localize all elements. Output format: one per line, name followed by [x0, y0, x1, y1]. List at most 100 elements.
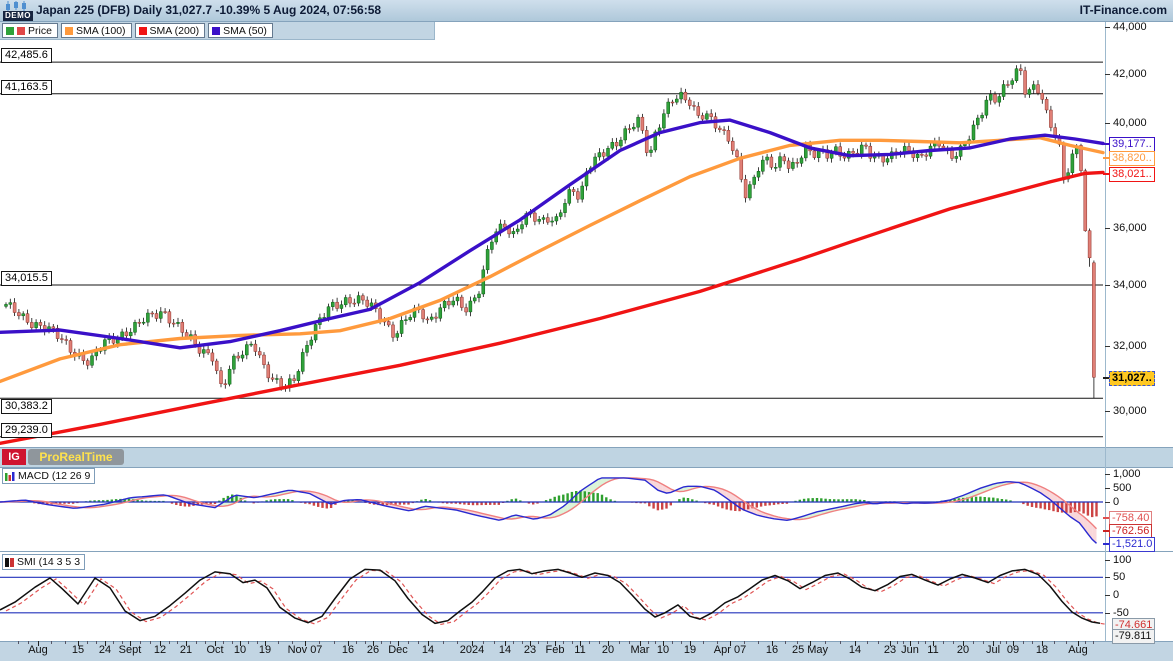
x-axis-minor-tick [973, 641, 974, 644]
level-label[interactable]: 29,239.0 [1, 423, 52, 438]
x-axis-minor-tick [758, 641, 759, 644]
x-axis-minor-tick [483, 641, 484, 644]
x-axis-minor-tick [334, 641, 335, 644]
macd-histogram-bar [1035, 502, 1037, 508]
macd-histogram-bar [1044, 502, 1046, 509]
x-axis-minor-tick [122, 641, 123, 644]
indicator-price-label: 38,021.. [1109, 167, 1155, 182]
x-axis-minor-tick [140, 641, 141, 644]
smi-signal-line [6, 570, 1105, 624]
x-axis-minor-tick [1006, 641, 1007, 644]
x-axis-minor-tick [292, 641, 293, 644]
x-axis-minor-tick [655, 641, 656, 644]
x-axis-label: 23 [524, 644, 536, 656]
x-axis-minor-tick [1032, 641, 1033, 644]
x-axis-minor-tick [18, 641, 19, 644]
x-axis-label: 23 [884, 644, 896, 656]
ig-logo[interactable]: IG [2, 449, 26, 465]
x-axis-minor-tick [953, 641, 954, 644]
x-axis-minor-tick [457, 641, 458, 644]
level-label[interactable]: 34,015.5 [1, 271, 52, 286]
macd-histogram-bar [1087, 502, 1089, 516]
x-axis-label: 25 May [792, 644, 828, 656]
macd-histogram-bar [756, 502, 758, 508]
x-axis-minor-tick [113, 641, 114, 644]
smi-axis-tickmark [1105, 613, 1110, 614]
smi-axis-tickmark [1105, 595, 1110, 596]
x-axis-label: 14 [422, 644, 434, 656]
smi-indicator-label[interactable]: SMI (14 3 5 3 [2, 554, 85, 570]
macd-histogram-bar [601, 495, 603, 502]
x-axis-label: 20 [602, 644, 614, 656]
macd-histogram-bar [657, 502, 659, 510]
x-axis-label: 11 [927, 644, 938, 656]
x-axis-minor-tick [150, 641, 151, 644]
macd-icon [5, 472, 15, 481]
prorealtime-logo[interactable]: ProRealTime [28, 449, 124, 465]
macd-histogram-bar [726, 502, 728, 510]
macd-pane[interactable] [0, 466, 1105, 551]
y-axis-tick-label: 36,000 [1113, 222, 1147, 234]
y-axis-tick-label: 30,000 [1113, 405, 1147, 417]
macd-histogram-bar [652, 502, 654, 509]
macd-histogram-bar [683, 498, 685, 502]
x-axis-label: Aug [28, 644, 48, 656]
macd-histogram-bar [1031, 502, 1033, 507]
x-axis-minor-tick [177, 641, 178, 644]
smi-pane[interactable] [0, 553, 1105, 641]
last-price-label[interactable]: 31,027.. [1109, 371, 1155, 386]
x-axis-label: 10 [657, 644, 669, 656]
indicator-price-label: 38,820.. [1109, 151, 1155, 166]
x-axis-minor-tick [494, 641, 495, 644]
x-axis-label: Dec [388, 644, 408, 656]
x-axis-label: 26 [367, 644, 379, 656]
level-label[interactable]: 41,163.5 [1, 80, 52, 95]
y-axis-tick-label: 34,000 [1113, 279, 1147, 291]
smi-axis-label: 50 [1113, 571, 1125, 583]
macd-histogram-bar [661, 502, 663, 510]
level-label[interactable]: 30,383.2 [1, 399, 52, 414]
macd-histogram-bar [554, 497, 556, 502]
macd-axis-label: 0 [1113, 496, 1119, 508]
x-axis-label: Jul [986, 644, 1000, 656]
x-axis-minor-tick [547, 641, 548, 644]
macd-histogram-bar [1078, 502, 1080, 512]
macd-indicator-label[interactable]: MACD (12 26 9 [2, 468, 95, 484]
x-axis-label: Aug [1068, 644, 1088, 656]
x-axis-minor-tick [878, 641, 879, 644]
macd-histogram-bar [988, 497, 990, 502]
x-axis-label: 19 [259, 644, 271, 656]
x-axis-minor-tick [65, 641, 66, 644]
macd-histogram-bar [975, 497, 977, 502]
x-axis-label: Jun [901, 644, 919, 656]
x-axis-minor-tick [918, 641, 919, 644]
y-axis-tick-label: 44,000 [1113, 21, 1147, 33]
x-axis-minor-tick [744, 641, 745, 644]
x-axis-minor-tick [1054, 641, 1055, 644]
x-axis-label: Mar [631, 644, 650, 656]
macd-axis-tickmark [1105, 502, 1110, 503]
x-axis-minor-tick [522, 641, 523, 644]
x-axis-minor-tick [825, 641, 826, 644]
price-pane[interactable] [0, 22, 1105, 447]
macd-histogram-bar [979, 497, 981, 502]
x-axis-minor-tick [443, 641, 444, 644]
x-axis-minor-tick [381, 641, 382, 644]
x-axis-minor-tick [513, 641, 514, 644]
x-axis-minor-tick [572, 641, 573, 644]
x-axis-minor-tick [1000, 641, 1001, 644]
x-axis-minor-tick [365, 641, 366, 644]
x-axis-minor-tick [538, 641, 539, 644]
x-axis-minor-tick [589, 641, 590, 644]
x-axis-label: 19 [684, 644, 696, 656]
x-axis-label: 14 [849, 644, 861, 656]
smi-label-text: SMI (14 3 5 3 [17, 556, 80, 568]
x-axis-label: 15 [72, 644, 84, 656]
macd-histogram-bar [592, 493, 594, 502]
x-axis-minor-tick [619, 641, 620, 644]
x-axis-minor-tick [840, 641, 841, 644]
level-label[interactable]: 42,485.6 [1, 48, 52, 63]
x-axis-minor-tick [797, 641, 798, 644]
x-axis-minor-tick [319, 641, 320, 644]
x-axis-minor-tick [903, 641, 904, 644]
